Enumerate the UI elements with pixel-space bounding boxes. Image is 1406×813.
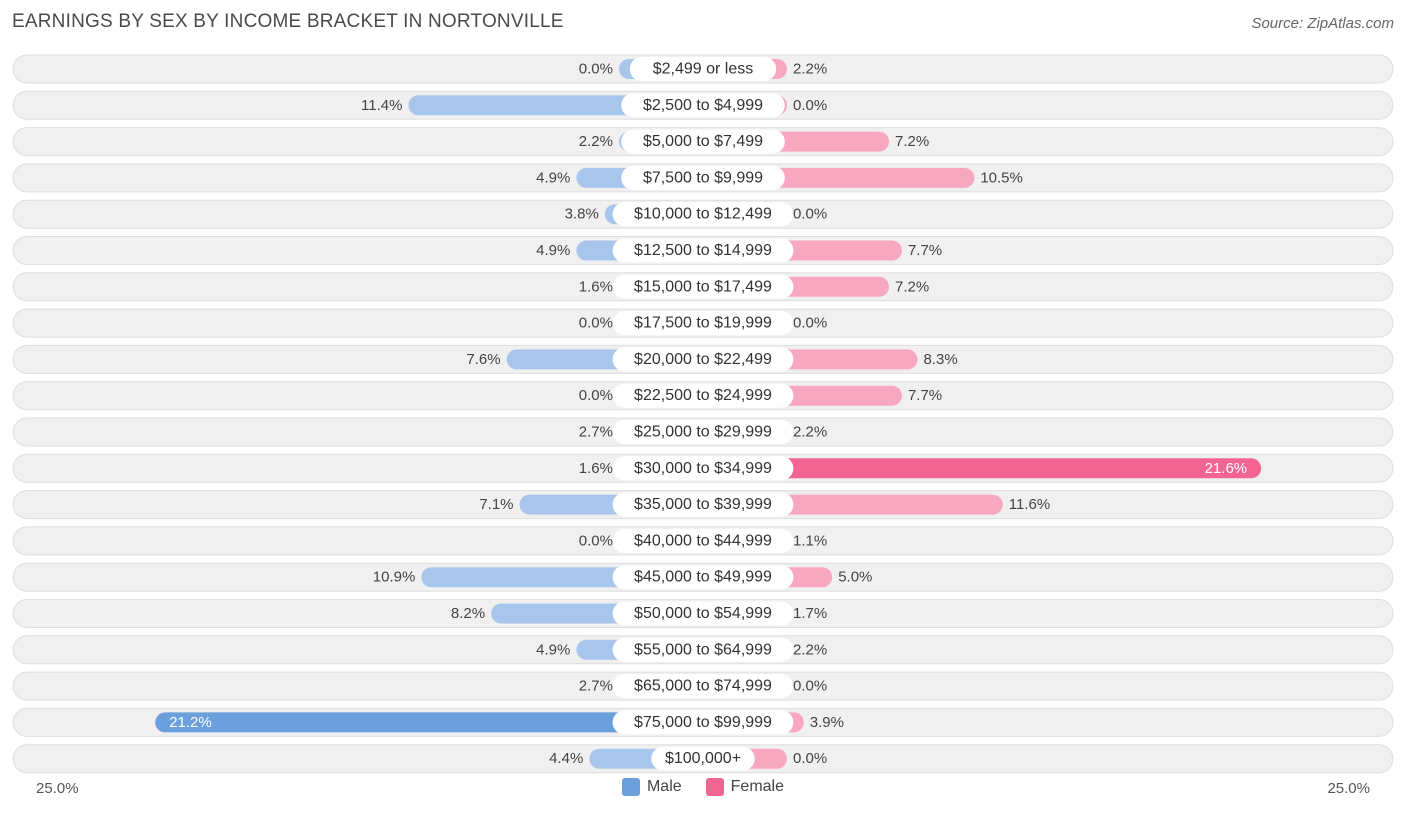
category-pill	[612, 347, 794, 372]
category-pill	[629, 57, 777, 81]
source-credit: Source: ZipAtlas.com	[1251, 15, 1394, 32]
male-value-label: 0.0%	[579, 532, 613, 549]
female-value-label: 7.2%	[895, 133, 929, 150]
female-value-label: 1.1%	[793, 532, 827, 549]
male-value-label: 2.2%	[579, 133, 613, 150]
male-value-label: 1.6%	[579, 460, 613, 477]
category-pill	[612, 238, 794, 263]
category-label: $75,000 to $99,999	[634, 714, 772, 731]
legend-item-female: Female	[705, 778, 785, 796]
category-pill	[612, 456, 794, 481]
male-value-label: 11.4%	[361, 97, 402, 114]
category-label: $65,000 to $74,999	[634, 678, 772, 695]
male-value-label: 0.0%	[579, 315, 613, 332]
female-value-label: 0.0%	[793, 206, 827, 223]
category-pill	[612, 528, 794, 553]
male-value-label: 0.0%	[579, 61, 613, 78]
chart-title: EARNINGS BY SEX BY INCOME BRACKET IN NOR…	[12, 11, 564, 32]
category-label: $7,500 to $9,999	[643, 169, 763, 186]
female-value-label: 21.6%	[1205, 460, 1248, 477]
legend: Male Female	[0, 778, 1406, 796]
male-value-label: 10.9%	[373, 569, 416, 586]
category-label: $22,500 to $24,999	[634, 387, 772, 404]
legend-swatch-female	[705, 778, 724, 796]
male-bar	[155, 712, 703, 733]
male-value-label: 4.9%	[536, 242, 570, 259]
axis-left-label: 25.0%	[36, 780, 79, 797]
female-value-label: 1.7%	[793, 605, 827, 622]
category-pill	[612, 565, 794, 590]
legend-label-male: Male	[646, 778, 682, 795]
category-pill	[612, 601, 794, 626]
female-value-label: 5.0%	[838, 569, 872, 586]
category-label: $45,000 to $49,999	[634, 569, 772, 586]
category-label: $5,000 to $7,499	[643, 133, 763, 150]
category-label: $55,000 to $64,999	[634, 641, 772, 658]
female-value-label: 2.2%	[793, 424, 827, 441]
category-label: $100,000+	[665, 750, 741, 767]
female-value-label: 0.0%	[793, 750, 827, 767]
category-label: $15,000 to $17,499	[634, 278, 772, 295]
category-label: $40,000 to $44,999	[634, 532, 772, 549]
male-value-label: 3.8%	[565, 206, 599, 223]
axis-right-label: 25.0%	[1327, 780, 1370, 797]
female-value-label: 10.5%	[980, 169, 1023, 186]
category-label: $2,500 to $4,999	[643, 97, 763, 114]
category-pill	[612, 492, 794, 517]
male-value-label: 21.2%	[169, 714, 212, 731]
category-label: $12,500 to $14,999	[634, 242, 772, 259]
category-label: $25,000 to $29,999	[634, 424, 772, 441]
category-label: $20,000 to $22,499	[634, 351, 772, 368]
category-pill	[621, 165, 785, 190]
female-value-label: 11.6%	[1009, 496, 1050, 513]
male-value-label: 0.0%	[579, 387, 613, 404]
legend-item-male: Male	[621, 778, 682, 796]
category-label: $2,499 or less	[653, 61, 754, 78]
legend-label-female: Female	[730, 778, 785, 795]
category-pill	[612, 710, 794, 735]
female-value-label: 7.2%	[895, 278, 929, 295]
male-value-label: 2.7%	[579, 424, 613, 441]
category-pill	[612, 674, 794, 699]
female-value-label: 0.0%	[793, 315, 827, 332]
category-label: $30,000 to $34,999	[634, 460, 772, 477]
male-value-label: 4.9%	[536, 641, 570, 658]
male-value-label: 1.6%	[579, 278, 613, 295]
female-value-label: 2.2%	[793, 641, 827, 658]
female-value-label: 0.0%	[793, 678, 827, 695]
legend-swatch-male	[621, 778, 640, 796]
male-value-label: 4.9%	[536, 169, 570, 186]
male-value-label: 7.6%	[466, 351, 500, 368]
category-label: $35,000 to $39,999	[634, 496, 772, 513]
female-bar	[703, 458, 1262, 479]
female-value-label: 8.3%	[923, 351, 957, 368]
category-pill	[612, 420, 794, 444]
category-pill	[621, 129, 785, 154]
female-value-label: 2.2%	[793, 61, 827, 78]
category-pill	[612, 637, 794, 662]
female-value-label: 0.0%	[793, 97, 827, 114]
category-pill	[612, 311, 794, 336]
category-label: $50,000 to $54,999	[634, 605, 772, 622]
category-label: $10,000 to $12,499	[634, 206, 772, 223]
category-pill	[612, 202, 794, 227]
female-value-label: 7.7%	[908, 242, 942, 259]
male-value-label: 8.2%	[451, 605, 485, 622]
category-pill	[612, 274, 794, 299]
category-pill	[612, 383, 794, 408]
female-value-label: 7.7%	[908, 387, 942, 404]
category-pill	[621, 93, 785, 118]
category-pill	[651, 746, 755, 771]
female-value-label: 3.9%	[810, 714, 844, 731]
male-value-label: 2.7%	[579, 678, 613, 695]
male-value-label: 7.1%	[479, 496, 513, 513]
male-value-label: 4.4%	[549, 750, 583, 767]
category-label: $17,500 to $19,999	[634, 315, 772, 332]
